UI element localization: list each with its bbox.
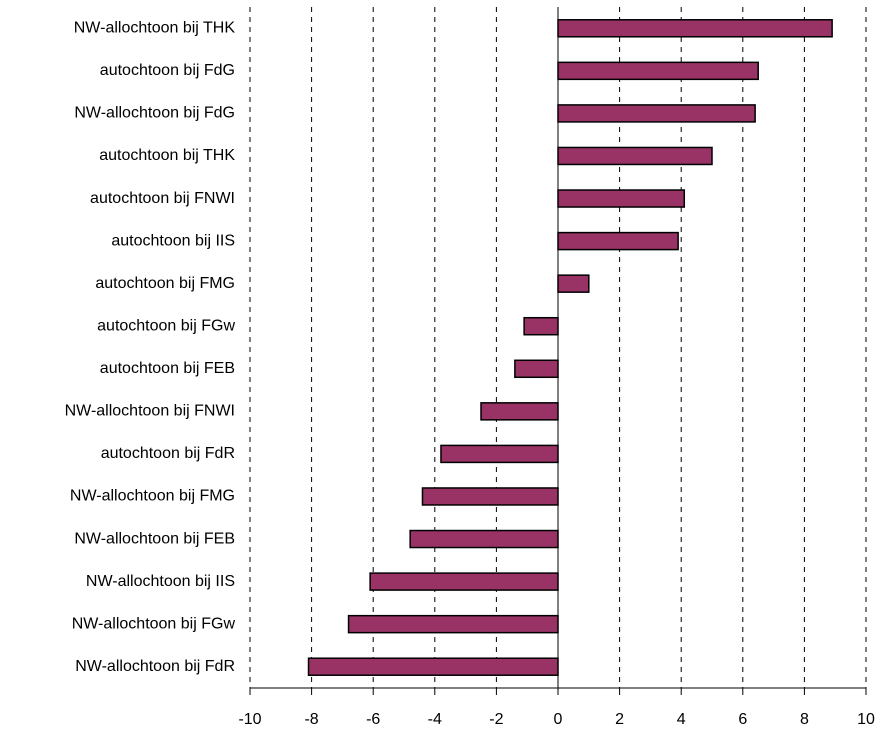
y-tick-label: autochtoon bij FGw — [97, 317, 235, 334]
bar — [523, 316, 559, 336]
y-tick-label: autochtoon bij IIS — [111, 232, 235, 249]
bar — [421, 487, 559, 506]
bar — [557, 189, 686, 208]
y-tick-label: NW-allochtoon bij FNWI — [65, 403, 235, 420]
x-tick-label: 2 — [615, 711, 624, 728]
bar — [557, 19, 833, 38]
x-tick-label: 0 — [554, 711, 563, 728]
bar — [440, 444, 559, 464]
bar — [369, 572, 559, 591]
y-tick-label: autochtoon bij FdR — [101, 445, 235, 462]
x-tick-label: 6 — [738, 711, 747, 728]
y-tick-label: NW-allochtoon bij FGw — [72, 615, 236, 632]
y-tick-label: autochtoon bij FMG — [95, 275, 235, 292]
bar — [557, 104, 756, 123]
y-tick-label: autochtoon bij FdG — [100, 62, 235, 79]
x-tick-label: 8 — [800, 711, 809, 728]
bar — [409, 529, 559, 549]
y-tick-label: autochtoon bij FEB — [100, 360, 235, 377]
bar — [557, 146, 713, 166]
x-tick-label: -8 — [304, 711, 318, 728]
y-tick-label: autochtoon bij THK — [99, 147, 235, 164]
bar — [557, 61, 759, 81]
bar — [307, 657, 559, 676]
y-tick-label: NW-allochtoon bij FMG — [70, 488, 235, 505]
y-tick-label: NW-allochtoon bij IIS — [86, 573, 235, 590]
y-tick-label: NW-allochtoon bij THK — [74, 20, 236, 37]
x-tick-label: -10 — [238, 711, 261, 728]
bar — [557, 231, 679, 251]
bar — [557, 274, 590, 293]
y-tick-label: autochtoon bij FNWI — [90, 190, 235, 207]
x-tick-label: -2 — [489, 711, 503, 728]
bar — [347, 614, 559, 634]
x-tick-label: 4 — [677, 711, 686, 728]
x-tick-label: 10 — [857, 711, 875, 728]
y-tick-label: NW-allochtoon bij FdG — [74, 105, 235, 122]
bar — [514, 359, 559, 379]
y-tick-label: NW-allochtoon bij FdR — [75, 658, 235, 675]
x-tick-label: -4 — [428, 711, 442, 728]
bar — [480, 402, 559, 421]
x-tick-label: -6 — [366, 711, 380, 728]
y-tick-label: NW-allochtoon bij FEB — [74, 530, 235, 547]
